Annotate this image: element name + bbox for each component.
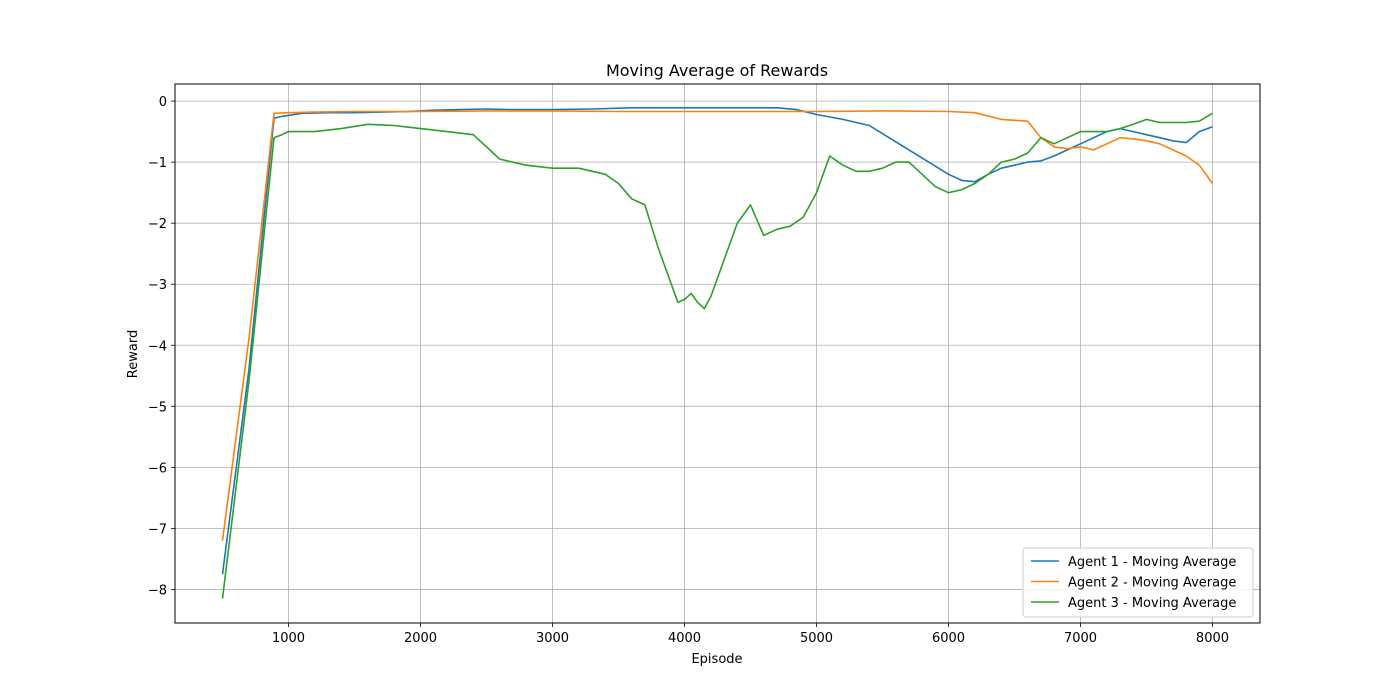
y-tick-label: −1 [148,156,167,171]
y-tick-label: −6 [148,461,167,476]
legend: Agent 1 - Moving Average Agent 2 - Moving… [1022,547,1254,618]
series-line-agent-2 [221,110,1214,541]
y-tick-label: −7 [148,522,167,537]
y-tick-label: −4 [148,339,167,354]
chart-title: Moving Average of Rewards [606,61,828,80]
legend-label-agent-2: Agent 2 - Moving Average [1068,576,1236,591]
y-axis-label: Reward [126,330,141,378]
y-tick-label: −3 [148,278,167,293]
x-tick-label: 8000 [1196,631,1229,646]
y-tick-label: 0 [159,95,167,110]
x-tick-label: 3000 [536,631,569,646]
legend-label-agent-3: Agent 3 - Moving Average [1068,596,1236,611]
grid [175,84,1260,623]
x-tick-label: 4000 [668,631,701,646]
y-tick-label: −8 [148,583,167,598]
x-tick-label: 5000 [800,631,833,646]
x-tick-label: 6000 [932,631,965,646]
x-axis-label: Episode [691,652,742,667]
y-tick-label: −5 [148,400,167,415]
x-tick-label: 1000 [272,631,305,646]
y-tick-label: −2 [148,217,167,232]
x-tick-label: 7000 [1064,631,1097,646]
axis-ticks: 1000 2000 3000 4000 5000 6000 7000 8000 0 −1 −2 −3 −… [148,95,1229,646]
x-tick-label: 2000 [404,631,437,646]
plot-frame [174,83,1261,624]
legend-label-agent-1: Agent 1 - Moving Average [1068,555,1236,570]
plot-lines [221,107,1214,599]
legend-box [1022,547,1254,618]
series-line-agent-3 [221,112,1213,599]
